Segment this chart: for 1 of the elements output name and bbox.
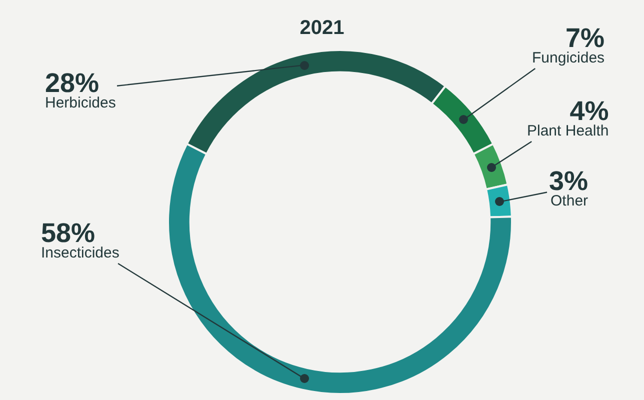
chart-title: 2021	[300, 17, 344, 39]
